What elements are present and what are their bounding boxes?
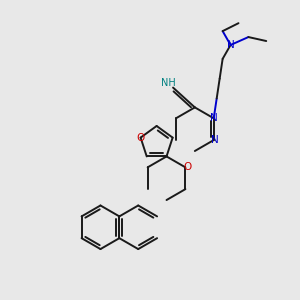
Text: NH: NH bbox=[161, 78, 176, 88]
Text: N: N bbox=[210, 113, 218, 123]
Text: O: O bbox=[136, 133, 145, 142]
Text: O: O bbox=[183, 162, 191, 172]
Text: N: N bbox=[211, 135, 219, 145]
Text: N: N bbox=[227, 40, 234, 50]
